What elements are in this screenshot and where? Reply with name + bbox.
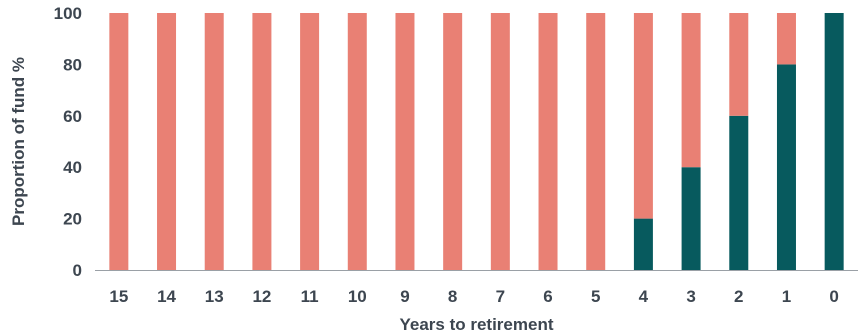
x-tick-label: 2	[734, 287, 743, 306]
bars-group	[109, 13, 844, 271]
bar-segment-11-series-2	[300, 13, 320, 270]
y-tick-label: 40	[63, 158, 82, 177]
bar-segment-6-series-2	[538, 13, 558, 270]
bar-segment-5-series-2	[586, 13, 606, 270]
x-tick-label: 0	[829, 287, 838, 306]
bar-segment-2-series-2	[729, 13, 749, 116]
bar-segment-3-series-2	[681, 13, 701, 168]
x-tick-label: 10	[348, 287, 367, 306]
y-tick-label: 100	[54, 4, 82, 23]
bar-segment-4-series-1	[633, 218, 653, 270]
x-axis-title: Years to retirement	[399, 315, 553, 334]
y-tick-label: 60	[63, 107, 82, 126]
bar-segment-3-series-1	[681, 167, 701, 270]
x-tick-label: 12	[252, 287, 271, 306]
bar-segment-1-series-2	[776, 13, 796, 65]
y-tick-label: 0	[73, 261, 82, 280]
bar-segment-15-series-2	[109, 13, 129, 270]
bar-segment-7-series-2	[490, 13, 510, 270]
bar-segment-14-series-2	[157, 13, 177, 270]
x-tick-label: 15	[109, 287, 128, 306]
y-tick-labels: 0 20 40 60 80 100	[54, 4, 82, 280]
x-tick-label: 6	[543, 287, 552, 306]
x-tick-label: 9	[400, 287, 409, 306]
bar-segment-8-series-2	[443, 13, 463, 270]
x-tick-label: 8	[448, 287, 457, 306]
bar-segment-1-series-1	[776, 64, 796, 271]
bar-segment-13-series-2	[204, 13, 224, 270]
x-tick-label: 14	[157, 287, 176, 306]
x-tick-label: 5	[591, 287, 600, 306]
bar-segment-2-series-1	[729, 115, 749, 270]
bar-segment-10-series-2	[347, 13, 367, 270]
x-tick-label: 7	[496, 287, 505, 306]
x-tick-label: 3	[686, 287, 695, 306]
y-axis-title: Proportion of fund %	[9, 57, 28, 226]
x-tick-label: 4	[639, 287, 649, 306]
bar-segment-9-series-2	[395, 13, 415, 270]
x-tick-label: 11	[301, 287, 319, 306]
bar-segment-0-series-1	[824, 13, 844, 270]
x-tick-label: 1	[782, 287, 791, 306]
y-tick-label: 80	[63, 55, 82, 74]
x-tick-label: 13	[205, 287, 224, 306]
x-tick-labels: 15 14 13 12 11 10 9 8 7 6 5 4 3 2 1 0	[109, 287, 839, 306]
y-tick-label: 20	[63, 210, 82, 229]
bar-segment-4-series-2	[633, 13, 653, 219]
bar-segment-12-series-2	[252, 13, 272, 270]
